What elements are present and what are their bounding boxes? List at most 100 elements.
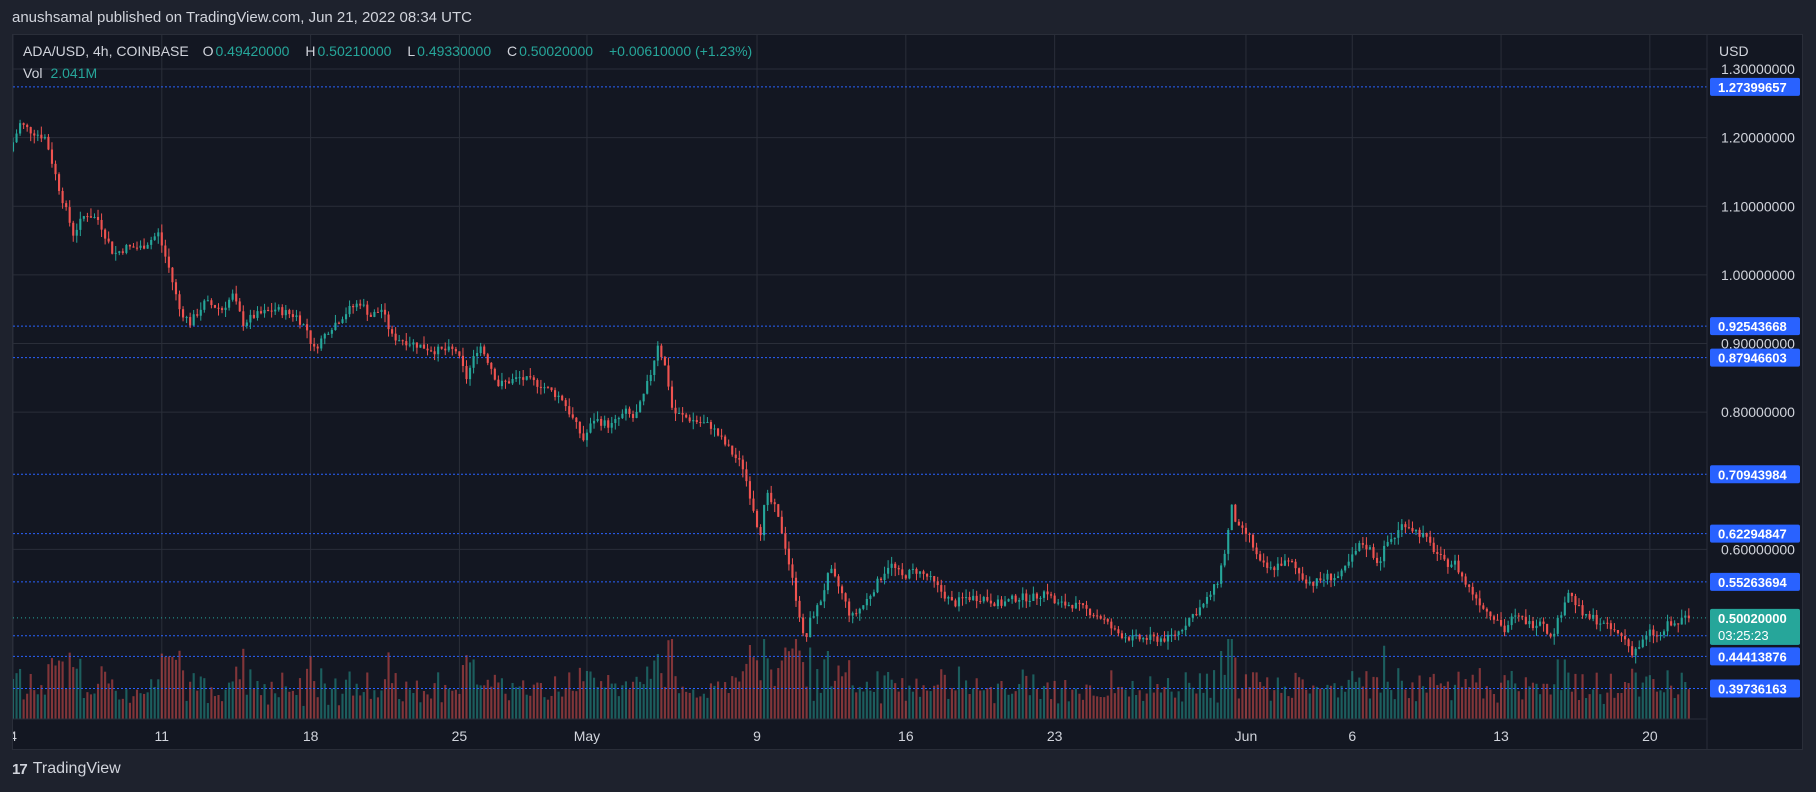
volume-bar — [369, 698, 372, 719]
candle-body — [1659, 634, 1662, 636]
candle-body — [1542, 621, 1545, 624]
volume-bar — [1156, 683, 1159, 719]
volume-bar — [961, 688, 964, 719]
volume-bar — [929, 691, 932, 719]
chart-area[interactable]: 1.20000000 1.10000000 1.00000000 0.90000000… — [12, 34, 1803, 750]
volume-bar — [1400, 680, 1403, 719]
candle-body — [323, 333, 326, 339]
volume-bar — [975, 678, 978, 719]
volume-bar — [405, 681, 408, 719]
candle-body — [238, 301, 241, 312]
volume-bar — [1677, 694, 1680, 719]
volume-bar — [192, 673, 195, 719]
candle-body — [1209, 594, 1212, 597]
candle-body — [263, 309, 266, 314]
volume-bar — [412, 693, 415, 719]
candle-body — [1340, 570, 1343, 577]
volume-bar — [901, 678, 904, 719]
volume-bar — [525, 694, 528, 719]
volume-bar — [1060, 688, 1063, 719]
candle-body — [1251, 534, 1255, 548]
volume-bar — [777, 668, 780, 719]
volume-bar — [610, 683, 613, 719]
volume-bar — [479, 685, 482, 719]
level-layer — [13, 86, 1707, 689]
candle-body — [883, 573, 886, 581]
volume-bar — [57, 660, 61, 719]
candle-body — [224, 307, 227, 310]
candle-body — [1461, 572, 1464, 577]
candle-body — [1198, 607, 1201, 616]
volume-bar — [111, 679, 114, 719]
volume-bar — [1358, 677, 1361, 719]
volume-bar — [950, 688, 953, 719]
volume-bar — [267, 704, 270, 719]
volume-bar — [1163, 687, 1166, 719]
volume-bar — [1528, 686, 1531, 719]
volume-bar — [787, 651, 790, 719]
volume-bar — [678, 693, 681, 719]
candle-body — [1606, 622, 1609, 624]
candle-body — [918, 571, 922, 574]
volume-bar — [1638, 696, 1641, 719]
candle-body — [309, 330, 312, 344]
price-badges: 1.27399657 0.92543668 0.87946603 0.70943984… — [1710, 77, 1800, 698]
candle-body — [702, 422, 705, 424]
volume-bar — [1213, 670, 1216, 719]
volume-layer — [13, 639, 1690, 719]
volume-bar — [840, 676, 844, 719]
candle-body — [1067, 604, 1070, 606]
candle-body — [1670, 621, 1673, 626]
volume-bar — [1294, 672, 1297, 719]
volume-bar — [1623, 681, 1627, 719]
volume-bar — [1482, 698, 1485, 719]
candle-body — [1471, 586, 1474, 595]
candle-body — [252, 314, 255, 318]
x-tick-label: 16 — [898, 728, 914, 744]
volume-bar — [1577, 700, 1581, 719]
volume-bar — [1124, 689, 1127, 719]
candle-body — [1577, 605, 1581, 607]
candle-body — [649, 374, 652, 381]
last-price-badge — [1710, 608, 1800, 645]
tradingview-footer[interactable]: 17 TradingView — [12, 760, 121, 778]
candle-body — [1464, 576, 1467, 585]
volume-bar — [1390, 690, 1393, 719]
candle-body — [554, 390, 557, 397]
volume-bar — [171, 656, 174, 719]
candle-body — [337, 322, 341, 324]
candle-body — [284, 310, 287, 316]
volume-bar — [415, 680, 418, 719]
candle-body — [1623, 636, 1627, 640]
volume-bar — [1567, 672, 1570, 719]
x-tick-label: 23 — [1047, 728, 1063, 744]
volume-bar — [497, 682, 500, 719]
volume-bar — [571, 690, 574, 719]
candle-body — [911, 568, 914, 570]
volume-bar — [805, 686, 808, 719]
volume-bar — [1602, 703, 1605, 719]
candle-body — [706, 422, 709, 424]
candle-body — [1560, 615, 1563, 618]
volume-bar — [1450, 700, 1453, 719]
volume-bar — [1439, 683, 1442, 719]
candle-body — [415, 342, 418, 348]
candle-body — [1549, 633, 1552, 637]
volume-bar — [766, 658, 769, 719]
volume-bar — [1531, 682, 1534, 719]
volume-bar — [724, 682, 727, 719]
volume-bar — [656, 654, 659, 719]
volume-bar — [522, 680, 525, 719]
candle-body — [667, 365, 670, 387]
volume-bar — [259, 695, 263, 719]
candlestick-chart[interactable]: 1.20000000 1.10000000 1.00000000 0.90000000… — [13, 35, 1802, 749]
candle-body — [869, 595, 872, 599]
volume-bar — [1361, 686, 1364, 719]
candle-body — [1152, 634, 1155, 637]
candle-body — [196, 314, 199, 316]
candle-body — [589, 423, 592, 433]
volume-bar — [1329, 685, 1333, 719]
candle-body — [1365, 544, 1368, 550]
volume-bar — [1620, 692, 1623, 719]
candle-body — [1627, 639, 1630, 647]
